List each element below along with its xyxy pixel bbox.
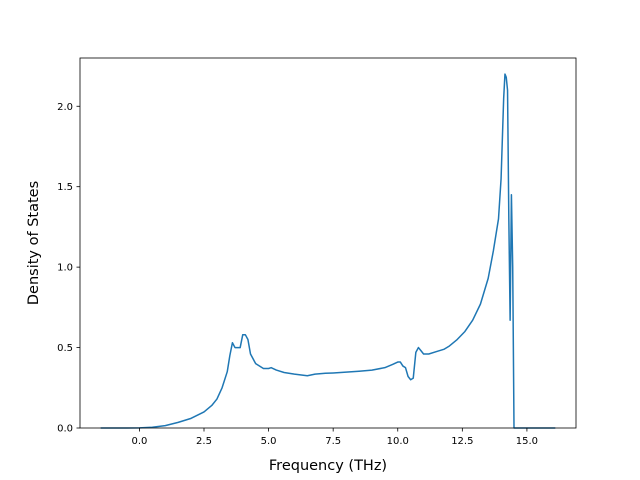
x-tick-label: 5.0 (261, 436, 277, 447)
y-tick-label: 1.5 (57, 182, 73, 193)
y-tick-label: 1.0 (57, 263, 73, 274)
x-axis: 0.0 2.5 5.0 7.5 10.0 12.5 15.0 (131, 428, 538, 447)
x-tick-label: 2.5 (196, 436, 212, 447)
x-tick-label: 12.5 (451, 436, 473, 447)
y-axis: 0.0 0.5 1.0 1.5 2.0 (57, 102, 80, 435)
y-axis-label: Density of States (26, 181, 42, 305)
axes-frame (79, 57, 577, 429)
plot-area (100, 73, 556, 429)
x-tick-label: 15.0 (516, 436, 538, 447)
y-tick-label: 0.0 (57, 424, 73, 435)
y-tick-label: 2.0 (57, 102, 73, 113)
x-tick-label: 10.0 (387, 436, 409, 447)
x-tick-label: 0.0 (131, 436, 147, 447)
y-tick-label: 0.5 (57, 343, 73, 354)
dos-series-line (100, 73, 556, 429)
x-axis-label: Frequency (THz) (269, 458, 387, 474)
x-tick-label: 7.5 (325, 436, 341, 447)
